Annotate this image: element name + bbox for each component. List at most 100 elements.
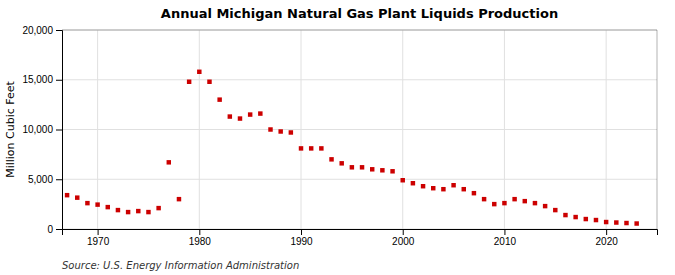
x-tick-mark bbox=[199, 229, 200, 235]
point bbox=[502, 201, 506, 205]
y-tick-mark bbox=[56, 80, 62, 81]
point bbox=[390, 169, 394, 173]
point bbox=[411, 181, 415, 185]
point bbox=[106, 205, 110, 209]
point bbox=[65, 193, 69, 197]
y-axis: 0 5,000 10,000 15,000 20,000 bbox=[22, 25, 62, 235]
y-tick-label: 20,000 bbox=[22, 25, 53, 36]
y-tick: 20,000 bbox=[22, 25, 62, 36]
grid-line-x bbox=[97, 30, 98, 229]
x-tick-label: 1970 bbox=[87, 236, 110, 247]
point bbox=[289, 130, 293, 134]
point bbox=[258, 111, 262, 115]
title: Annual Michigan Natural Gas Plant Liquid… bbox=[161, 6, 558, 21]
point bbox=[360, 165, 364, 169]
point bbox=[268, 127, 272, 131]
source-note: Source: U.S. Energy Information Administ… bbox=[62, 260, 299, 271]
grid bbox=[62, 30, 657, 229]
x-tick: 1980 bbox=[189, 229, 212, 247]
point bbox=[482, 197, 486, 201]
frame-top bbox=[62, 30, 657, 31]
point bbox=[207, 80, 211, 84]
point bbox=[594, 218, 598, 222]
point bbox=[441, 187, 445, 191]
point bbox=[299, 146, 303, 150]
frame-right bbox=[657, 30, 658, 229]
y-tick: 10,000 bbox=[22, 124, 62, 135]
point bbox=[492, 202, 496, 206]
point bbox=[319, 146, 323, 150]
y-axis-title: Million Cubic Feet bbox=[4, 80, 17, 177]
x-axis-line bbox=[63, 230, 658, 236]
point bbox=[136, 209, 140, 213]
y-tick-mark bbox=[56, 179, 62, 180]
y-tick: 15,000 bbox=[22, 74, 62, 85]
point bbox=[217, 97, 221, 101]
point bbox=[248, 112, 252, 116]
x-tick: 2000 bbox=[392, 229, 415, 247]
y-tick: 5,000 bbox=[28, 174, 62, 185]
point bbox=[339, 161, 343, 165]
y-tick-label: 10,000 bbox=[22, 124, 53, 135]
grid-line-x bbox=[504, 30, 505, 229]
y-tick-label: 5,000 bbox=[28, 174, 53, 185]
x-tick-label: 1980 bbox=[189, 236, 212, 247]
point bbox=[75, 195, 79, 199]
point bbox=[472, 191, 476, 195]
grid-line-y bbox=[62, 79, 657, 80]
point bbox=[624, 221, 628, 225]
point bbox=[553, 208, 557, 212]
point bbox=[85, 201, 89, 205]
point bbox=[238, 116, 242, 120]
x-tick-mark bbox=[504, 229, 505, 235]
point bbox=[126, 210, 130, 214]
point bbox=[512, 197, 516, 201]
point bbox=[177, 197, 181, 201]
point bbox=[584, 217, 588, 221]
x-tick: 2020 bbox=[596, 229, 619, 247]
x-tick-mark bbox=[301, 229, 302, 235]
chart: 1970 1980 1990 2000 2010 2020 0 5,000 10,000 15,0… bbox=[0, 0, 675, 275]
x-tick-label: 2020 bbox=[596, 236, 619, 247]
y-tick-label: 0 bbox=[47, 224, 53, 235]
grid-line-x bbox=[301, 30, 302, 229]
x-tick-label: 2010 bbox=[494, 236, 517, 247]
x-tick-mark bbox=[98, 229, 99, 235]
point bbox=[533, 201, 537, 205]
grid-line-x bbox=[606, 30, 607, 229]
plot-area: 1970 1980 1990 2000 2010 2020 0 5,000 10,000 15,0… bbox=[22, 25, 657, 247]
point bbox=[573, 215, 577, 219]
point bbox=[421, 184, 425, 188]
x-tick: 1990 bbox=[290, 229, 313, 247]
grid-line-y bbox=[62, 30, 657, 31]
x-tick-label: 2000 bbox=[392, 236, 415, 247]
point bbox=[309, 146, 313, 150]
y-tick-label: 15,000 bbox=[22, 74, 53, 85]
point bbox=[156, 206, 160, 210]
y-tick-mark bbox=[56, 229, 62, 230]
point bbox=[563, 213, 567, 217]
y-tick-mark bbox=[56, 30, 62, 31]
point bbox=[278, 129, 282, 133]
grid-line-x bbox=[199, 30, 200, 229]
point bbox=[146, 210, 150, 214]
y-tick: 0 bbox=[47, 224, 62, 235]
x-tick-mark bbox=[403, 229, 404, 235]
point bbox=[400, 178, 404, 182]
point bbox=[431, 186, 435, 190]
x-axis: 1970 1980 1990 2000 2010 2020 bbox=[63, 229, 658, 247]
point bbox=[116, 208, 120, 212]
marks bbox=[65, 70, 639, 226]
point bbox=[634, 221, 638, 225]
point bbox=[329, 157, 333, 161]
x-tick-label: 1990 bbox=[290, 236, 313, 247]
point bbox=[167, 160, 171, 164]
point bbox=[95, 202, 99, 206]
point bbox=[380, 168, 384, 172]
point bbox=[604, 220, 608, 224]
point bbox=[523, 199, 527, 203]
x-tick: 2010 bbox=[494, 229, 517, 247]
grid-line-x bbox=[402, 30, 403, 229]
point bbox=[197, 70, 201, 74]
point bbox=[187, 80, 191, 84]
